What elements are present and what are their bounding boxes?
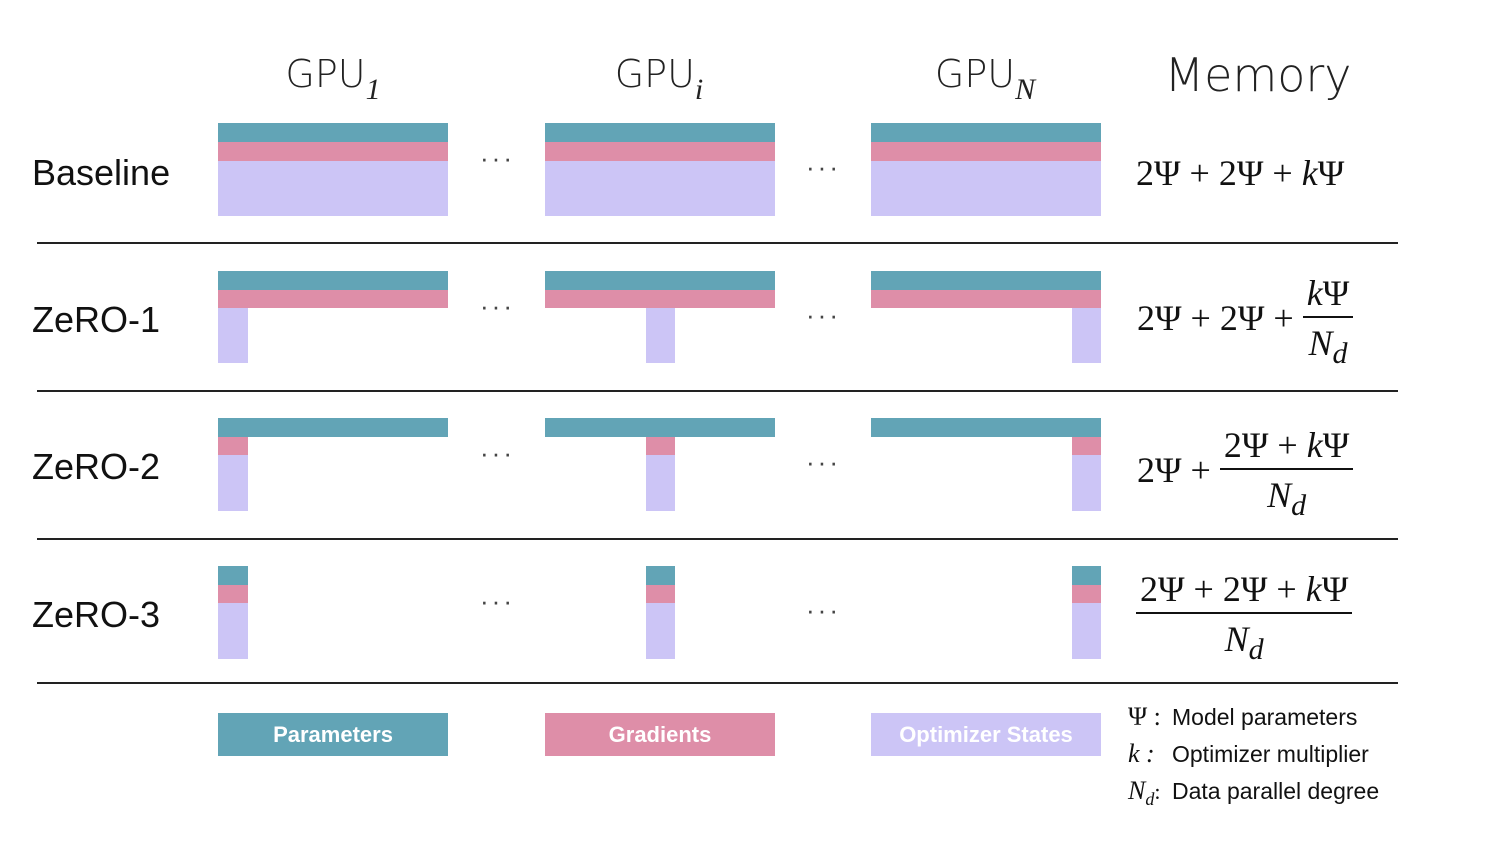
zero2-gpu1-gradients-shard [218, 437, 248, 455]
baseline-gpun-optimizer [871, 161, 1101, 216]
row-label-zero1: ZeRO-1 [32, 299, 161, 340]
gpu-1-header: GPU1 [285, 52, 381, 106]
zero3-gpui-optimizer-shard [646, 603, 675, 659]
zero1-gpui-optimizer-shard [646, 308, 675, 363]
baseline-gpu1-parameters [218, 123, 448, 142]
row-label-zero3: ZeRO-3 [32, 594, 161, 635]
row-label-zero2: ZeRO-2 [32, 446, 161, 487]
row-divider [37, 242, 1398, 244]
row-label-baseline: Baseline [32, 152, 171, 193]
zero3-gpun-gradients-shard [1072, 585, 1101, 603]
zero1-gpu1-parameters [218, 271, 448, 290]
memory-header: Memory [1164, 48, 1352, 102]
zero3-gpu1-parameters-shard [218, 566, 248, 585]
ellipsis: ··· [480, 291, 515, 321]
zero3-gpun-optimizer-shard [1072, 603, 1101, 659]
zero2-gpui-gradients-shard [646, 437, 675, 455]
row-divider [37, 682, 1398, 684]
zero1-gpun-gradients [871, 290, 1101, 308]
baseline-gpun-gradients [871, 142, 1101, 161]
zero2-gpu1-optimizer-shard [218, 455, 248, 511]
baseline-gpu1-gradients [218, 142, 448, 161]
zero2-gpun-optimizer-shard [1072, 455, 1101, 511]
zero1-gpui-gradients [545, 290, 775, 308]
baseline-gpui-gradients [545, 142, 775, 161]
ellipsis: ··· [806, 152, 841, 182]
legend-optimizer-states: Optimizer States [871, 713, 1101, 756]
legend-gradients: Gradients [545, 713, 775, 756]
zero1-gpun-parameters [871, 271, 1101, 290]
key-nd-symbol: Nd: [1128, 776, 1161, 810]
baseline-gpui-parameters [545, 123, 775, 142]
zero2-gpui-optimizer-shard [646, 455, 675, 511]
ellipsis: ··· [480, 143, 515, 173]
baseline-gpu1-optimizer [218, 161, 448, 216]
zero1-gpun-optimizer-shard [1072, 308, 1101, 363]
key-nd: Nd: Data parallel degree [1128, 776, 1379, 810]
legend-parameters: Parameters [218, 713, 448, 756]
zero2-gpui-parameters [545, 418, 775, 437]
zero1-gpu1-optimizer-shard [218, 308, 248, 363]
zero2-gpun-gradients-shard [1072, 437, 1101, 455]
zero3-gpun-parameters-shard [1072, 566, 1101, 585]
baseline-gpun-parameters [871, 123, 1101, 142]
ellipsis: ··· [480, 438, 515, 468]
zero3-gpu1-optimizer-shard [218, 603, 248, 659]
zero1-memory-formula: 2Ψ + 2Ψ + kΨ Nd [1137, 272, 1354, 371]
zero1-gpui-parameters [545, 271, 775, 290]
baseline-gpui-optimizer [545, 161, 775, 216]
row-divider [37, 538, 1398, 540]
ellipsis: ··· [806, 447, 841, 477]
key-psi-text: Model parameters [1172, 704, 1358, 730]
ellipsis: ··· [480, 586, 515, 616]
ellipsis: ··· [806, 300, 841, 330]
zero2-gpu1-parameters [218, 418, 448, 437]
key-k-symbol: k : [1128, 739, 1155, 768]
key-k-text: Optimizer multiplier [1172, 741, 1369, 767]
key-psi: Ψ : Model parameters [1128, 702, 1357, 732]
zero2-gpun-parameters [871, 418, 1101, 437]
zero3-gpu1-gradients-shard [218, 585, 248, 603]
baseline-memory-formula: 2Ψ + 2Ψ + kΨ [1136, 153, 1345, 193]
zero3-gpui-parameters-shard [646, 566, 675, 585]
key-k: k : Optimizer multiplier [1128, 739, 1369, 769]
gpu-n-header: GPUN [934, 52, 1036, 106]
zero1-gpu1-gradients [218, 290, 448, 308]
ellipsis: ··· [806, 595, 841, 625]
key-nd-text: Data parallel degree [1172, 778, 1380, 804]
row-divider [37, 390, 1398, 392]
gpu-i-header: GPUi [614, 52, 704, 106]
zero2-memory-formula: 2Ψ + 2Ψ + kΨ Nd [1137, 424, 1354, 523]
key-psi-symbol: Ψ : [1128, 702, 1161, 731]
zero3-gpui-gradients-shard [646, 585, 675, 603]
zero3-memory-formula: 2Ψ + 2Ψ + kΨ Nd [1136, 568, 1353, 667]
